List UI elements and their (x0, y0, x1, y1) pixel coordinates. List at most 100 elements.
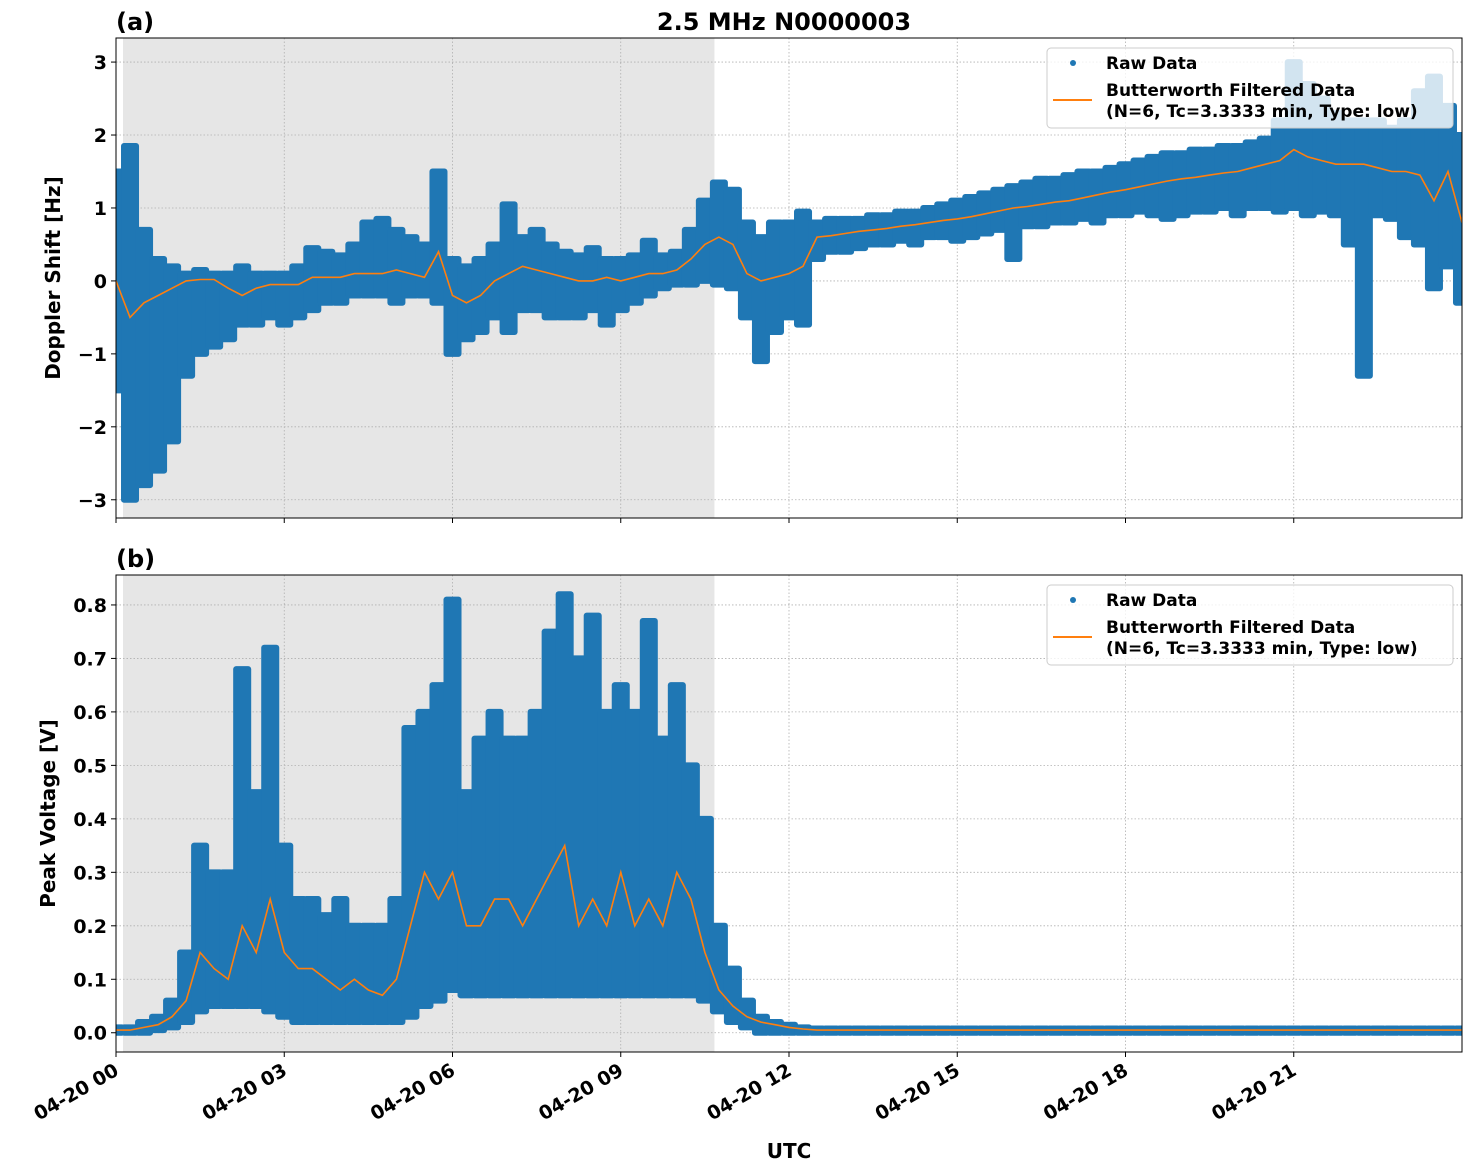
y-tick-label: 0.5 (73, 755, 107, 777)
raw-data-point (737, 219, 756, 321)
raw-data-point (387, 226, 406, 306)
raw-data-point (149, 256, 168, 474)
raw-data-point (639, 617, 658, 999)
x-axis-label: UTC (767, 1139, 812, 1163)
raw-data-point (1242, 139, 1261, 211)
raw-data-point (275, 842, 294, 1020)
plot-area (116, 591, 1462, 1036)
raw-data-point (569, 655, 588, 999)
raw-data-point (121, 142, 140, 503)
raw-data-point (1256, 135, 1275, 211)
raw-data-point (415, 241, 434, 299)
x-tick-label: 04-20 00 (30, 1059, 122, 1125)
raw-data-point (541, 628, 560, 999)
raw-data-point (555, 248, 574, 321)
raw-data-point (583, 245, 602, 314)
raw-data-point (597, 708, 616, 999)
raw-data-point (1074, 168, 1093, 222)
raw-data-point (289, 896, 308, 1026)
raw-data-point (653, 735, 672, 999)
raw-data-point (1270, 117, 1289, 215)
legend-filtered-params: (N=6, Tc=3.3333 min, Type: low) (1106, 639, 1418, 659)
plot-area (116, 59, 1462, 503)
raw-data-point (850, 215, 869, 252)
raw-data-point (1452, 132, 1462, 306)
raw-data-point (513, 735, 532, 999)
raw-data-point (527, 708, 546, 999)
raw-data-point (1228, 142, 1247, 219)
raw-data-point (597, 256, 616, 328)
raw-data-point (247, 789, 266, 1010)
panel-label: (a) (116, 8, 154, 36)
raw-data-point (1396, 117, 1415, 241)
raw-data-point (1354, 117, 1373, 379)
raw-data-point (387, 896, 406, 1026)
raw-data-point (485, 708, 504, 999)
raw-data-point (1032, 175, 1051, 230)
filtered-data-line (116, 843, 1462, 1031)
raw-data-point (1172, 150, 1191, 219)
legend: Raw Data Butterworth Filtered Data(N=6, T… (1046, 584, 1454, 666)
raw-data-point (1004, 183, 1023, 263)
y-tick-label: −2 (78, 417, 107, 439)
raw-data-point (513, 234, 532, 314)
raw-data-point (681, 226, 700, 288)
raw-data-point (471, 735, 490, 999)
legend: Raw Data Butterworth Filtered Data(N=6, T… (1046, 47, 1454, 129)
legend-box (1046, 47, 1454, 129)
raw-data-point (359, 219, 378, 299)
legend-filtered-label: Butterworth Filtered Data (1106, 81, 1355, 101)
legend-filtered-label: Butterworth Filtered Data (1106, 618, 1355, 638)
raw-data-point (794, 208, 813, 328)
raw-data-point (625, 252, 644, 306)
x-tick-label: 04-20 15 (871, 1059, 963, 1125)
raw-data-point (681, 762, 700, 999)
raw-data-point (1200, 146, 1219, 215)
raw-data-point (247, 270, 266, 328)
raw-data-point (695, 197, 714, 284)
raw-data-point (149, 1013, 168, 1034)
x-tick-label: 04-20 03 (198, 1059, 290, 1125)
raw-data-point (177, 270, 196, 379)
x-tick-label: 04-20 18 (1040, 1059, 1132, 1125)
y-axis-label: Doppler Shift [Hz] (41, 176, 65, 380)
raw-data-point (401, 234, 420, 299)
raw-data-point (653, 252, 672, 292)
raw-data-point (191, 266, 210, 357)
y-tick-label: 0.6 (73, 702, 107, 724)
raw-data-point (1186, 146, 1205, 215)
raw-data-point (1382, 124, 1401, 222)
panel-a: −3 −2 −1 0 1 2 3 (a) Doppler Shift [Hz] Raw Data B… (41, 8, 1463, 523)
raw-data-point (667, 682, 686, 999)
raw-data-point (751, 1013, 770, 1036)
raw-data-point (836, 215, 855, 255)
panel-b: 0.0 0.1 0.2 0.3 0.4 0.5 0.6 0.7 0.8 04-20 00 04-20… (30, 545, 1463, 1125)
raw-data-point (443, 596, 462, 993)
raw-data-point (808, 219, 827, 263)
raw-data-point (331, 896, 350, 1026)
raw-data-point (429, 168, 448, 306)
raw-data-point (541, 241, 560, 321)
raw-data-point (429, 682, 448, 1004)
legend-raw-label: Raw Data (1106, 591, 1197, 611)
raw-data-point (303, 245, 322, 314)
raw-data-point (135, 226, 154, 489)
raw-data-point (1340, 117, 1359, 248)
raw-data-point (1144, 153, 1163, 219)
raw-data-point (1214, 142, 1233, 211)
y-tick-label: 0.7 (73, 648, 107, 670)
raw-data-point (1060, 172, 1079, 226)
y-tick-label: −1 (78, 344, 107, 366)
raw-data-point (219, 869, 238, 1010)
raw-data-point (499, 735, 518, 999)
raw-data-point (345, 922, 364, 1026)
raw-data-point (261, 270, 280, 321)
legend-raw-label: Raw Data (1106, 54, 1197, 74)
raw-data-point (345, 241, 364, 299)
raw-data-point (878, 212, 897, 248)
raw-data-point (709, 922, 728, 1015)
raw-data-point (611, 682, 630, 999)
raw-data-point (163, 997, 182, 1031)
raw-data-point (695, 815, 714, 1004)
